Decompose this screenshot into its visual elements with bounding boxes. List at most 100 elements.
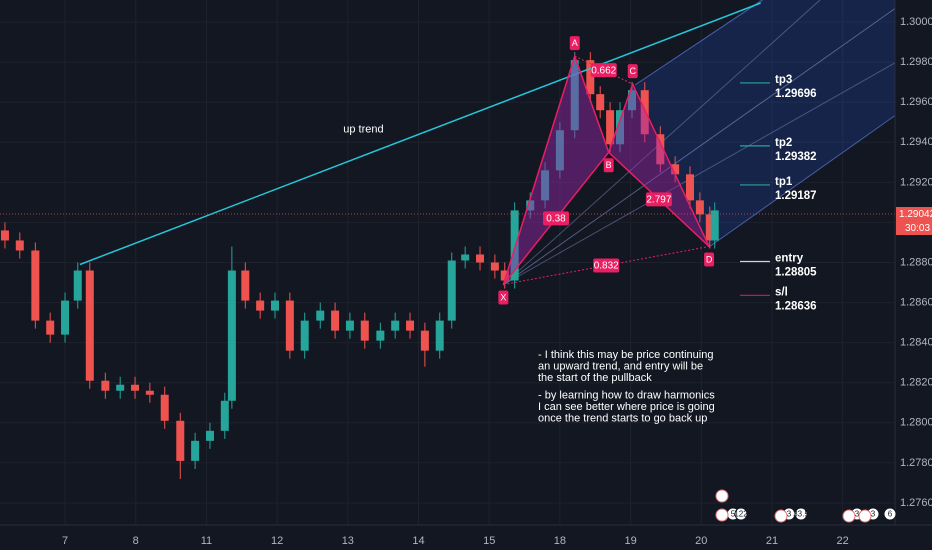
candle-body bbox=[0, 230, 9, 241]
y-tick-label: 1.29800 bbox=[900, 56, 932, 68]
candle-body bbox=[526, 200, 535, 211]
y-tick-label: 1.27600 bbox=[900, 497, 932, 509]
candle-body bbox=[435, 320, 444, 351]
candle-body bbox=[705, 214, 714, 241]
y-tick-label: 1.28200 bbox=[900, 377, 932, 389]
point-label: D bbox=[706, 254, 713, 264]
candle-body bbox=[510, 210, 519, 281]
candle-body bbox=[271, 300, 280, 311]
candle-body bbox=[101, 380, 110, 391]
candle-body bbox=[596, 94, 605, 111]
event-icon bbox=[858, 509, 872, 523]
candle-body bbox=[61, 300, 70, 335]
candle-body bbox=[316, 310, 325, 321]
note-line: I can see better where price is going bbox=[538, 401, 715, 413]
x-tick-label: 13 bbox=[342, 535, 354, 547]
candle-body bbox=[205, 430, 214, 441]
x-tick-label: 18 bbox=[554, 535, 566, 547]
note-line: the start of the pullback bbox=[538, 372, 652, 384]
level-value: 1.29382 bbox=[775, 151, 817, 163]
event-label: 5 bbox=[731, 510, 736, 519]
grid bbox=[0, 0, 895, 525]
channel-line bbox=[634, 0, 764, 86]
channel-line bbox=[708, 114, 895, 248]
x-tick-label: 14 bbox=[412, 535, 424, 547]
candle-body bbox=[640, 90, 649, 135]
candle-body bbox=[160, 394, 169, 421]
point-label: A bbox=[572, 38, 578, 48]
event-bubble bbox=[794, 507, 808, 521]
candle-body bbox=[191, 440, 200, 461]
note-line: - I think this may be price continuing bbox=[538, 349, 713, 361]
drawings bbox=[502, 0, 895, 286]
candle-body bbox=[300, 320, 309, 351]
candle-body bbox=[406, 320, 415, 331]
event-label: 3 bbox=[871, 510, 876, 519]
candle-body bbox=[671, 164, 680, 175]
candle-body bbox=[461, 254, 470, 261]
ratio-label: 2.797 bbox=[646, 195, 671, 206]
candle-body bbox=[541, 170, 550, 201]
candle-body bbox=[360, 320, 369, 341]
candle-body bbox=[116, 384, 125, 391]
candle-body bbox=[131, 384, 140, 391]
x-tick-label: 15 bbox=[483, 535, 495, 547]
ratio-box bbox=[645, 192, 672, 207]
point-box bbox=[498, 290, 509, 305]
event-icon bbox=[715, 489, 729, 503]
candle-body bbox=[555, 130, 564, 171]
ratio-box bbox=[593, 258, 620, 273]
candle-body bbox=[285, 300, 294, 351]
candle-body bbox=[710, 210, 719, 241]
note-line: an upward trend, and entry will be bbox=[538, 360, 703, 372]
ratio-box bbox=[543, 211, 570, 226]
candle-body bbox=[391, 320, 400, 331]
y-tick-label: 1.30000 bbox=[900, 16, 932, 28]
candle-body bbox=[500, 270, 509, 281]
candle-body bbox=[331, 310, 340, 331]
event-label: 6 bbox=[888, 510, 893, 519]
y-tick-label: 1.27800 bbox=[900, 457, 932, 469]
candle-body bbox=[628, 90, 637, 111]
ratio-label: 0.832 bbox=[594, 261, 619, 272]
point-label: X bbox=[500, 292, 506, 302]
y-tick-label: 1.28400 bbox=[900, 337, 932, 349]
level-value: 1.28805 bbox=[775, 267, 817, 279]
candle-body bbox=[420, 330, 429, 351]
candle-body bbox=[490, 262, 499, 271]
level-name: entry bbox=[775, 253, 804, 265]
candle-body bbox=[345, 320, 354, 331]
candle-body bbox=[15, 240, 24, 251]
candle-body bbox=[586, 60, 595, 95]
level-name: tp1 bbox=[775, 176, 793, 188]
candle-body bbox=[73, 270, 82, 301]
candle-body bbox=[241, 270, 250, 301]
level-value: 1.29696 bbox=[775, 88, 817, 100]
x-tick-label: 12 bbox=[271, 535, 283, 547]
y-tick-label: 1.28600 bbox=[900, 296, 932, 308]
note-line: - by learning how to draw harmonics bbox=[538, 389, 715, 401]
point-box bbox=[603, 158, 614, 173]
event-icon bbox=[842, 509, 856, 523]
candle-body bbox=[606, 110, 615, 145]
candle-body bbox=[476, 254, 485, 263]
ratio-label: 0.662 bbox=[591, 65, 616, 76]
x-tick-label: 8 bbox=[133, 535, 139, 547]
candle-body bbox=[615, 110, 624, 145]
level-name: tp3 bbox=[775, 74, 792, 86]
ratio-label: 0.38 bbox=[546, 214, 566, 225]
channel bbox=[635, 0, 895, 247]
candle-body bbox=[695, 200, 704, 215]
candle-body bbox=[447, 260, 456, 321]
candle-body bbox=[46, 320, 55, 335]
fan-line bbox=[502, 7, 895, 286]
candle-body bbox=[31, 250, 40, 321]
note-line: once the trend starts to go back up bbox=[538, 412, 707, 424]
fan-line bbox=[502, 62, 895, 286]
candle-body bbox=[570, 60, 579, 131]
candle-body bbox=[220, 400, 229, 431]
y-tick-label: 1.29200 bbox=[900, 176, 932, 188]
